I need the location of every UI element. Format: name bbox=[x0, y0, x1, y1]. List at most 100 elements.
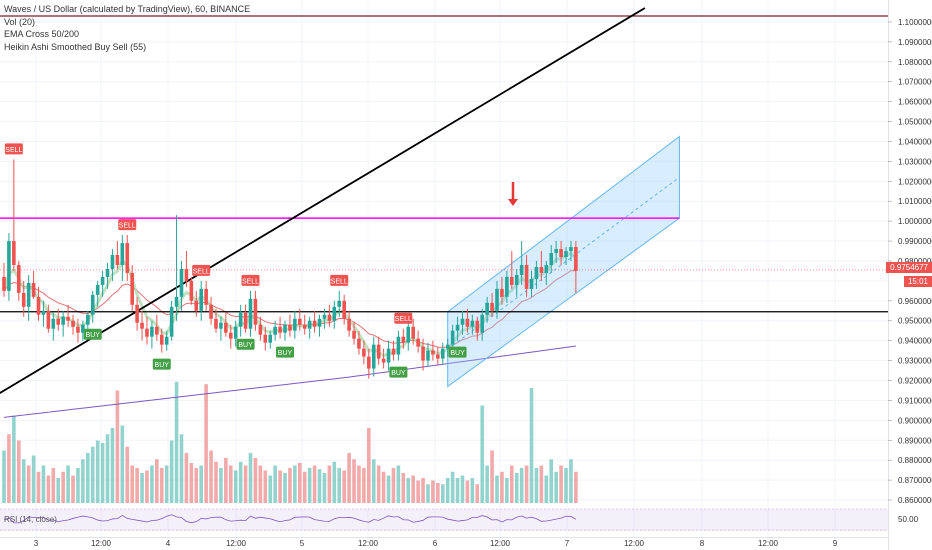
candle-body bbox=[529, 278, 534, 289]
candle-body bbox=[66, 316, 70, 321]
candle-body bbox=[357, 338, 361, 349]
price-tick-label: 1.0400000 bbox=[898, 137, 932, 146]
candle-body bbox=[120, 243, 125, 265]
rsi-pane bbox=[0, 509, 888, 531]
volume-bar bbox=[347, 453, 351, 503]
legend-ema: EMA Cross 50/200 bbox=[4, 29, 80, 39]
volume-bar bbox=[337, 468, 342, 503]
volume-bar bbox=[544, 475, 549, 503]
volume-bar bbox=[396, 465, 401, 503]
volume-bar bbox=[16, 440, 21, 503]
candle-body bbox=[485, 302, 489, 315]
price-tick-label: 1.0500000 bbox=[898, 118, 932, 127]
volume-bar bbox=[450, 471, 455, 503]
volume-bar bbox=[500, 471, 504, 503]
candle-body bbox=[12, 241, 16, 265]
candle-body bbox=[100, 276, 105, 285]
buy-signal: BUY bbox=[83, 328, 102, 340]
sell-signal: SELL bbox=[241, 274, 260, 286]
candle-body bbox=[490, 302, 494, 311]
price-tick-label: 1.0700000 bbox=[898, 78, 932, 87]
candle-body bbox=[391, 348, 396, 355]
candle-body bbox=[509, 276, 514, 285]
volume-bar bbox=[455, 478, 460, 503]
volume-bar bbox=[253, 458, 258, 503]
volume-bar bbox=[273, 465, 277, 503]
volume-bar bbox=[233, 470, 238, 503]
volume-bar bbox=[322, 473, 327, 503]
candle-body bbox=[337, 300, 342, 307]
volume-bar bbox=[327, 465, 332, 503]
volume-bar bbox=[248, 453, 253, 503]
volume-bar bbox=[421, 478, 425, 503]
volume-bar bbox=[110, 428, 115, 503]
volume-bar bbox=[105, 434, 110, 503]
rsi-label: RSI (14, close) bbox=[4, 515, 57, 524]
volume-bar bbox=[293, 465, 297, 503]
svg-text:BUY: BUY bbox=[391, 370, 406, 377]
svg-text:BUY: BUY bbox=[155, 362, 170, 369]
volume-bar bbox=[31, 455, 36, 503]
svg-text:SELL: SELL bbox=[193, 268, 210, 275]
price-tick-label: 1.0100000 bbox=[898, 197, 932, 206]
legend-heikin-ashi: Heikin Ashi Smoothed Buy Sell (55) bbox=[4, 41, 147, 52]
volume-bar bbox=[179, 434, 184, 503]
volume-bar bbox=[514, 473, 519, 503]
svg-text:BUY: BUY bbox=[86, 332, 101, 339]
volume-bar bbox=[278, 470, 282, 503]
buy-signal: BUY bbox=[236, 338, 255, 350]
volume-bar bbox=[12, 415, 16, 503]
time-tick-label: 6 bbox=[433, 539, 438, 548]
volume-bar bbox=[391, 468, 396, 503]
volume-bar bbox=[189, 463, 194, 503]
volume-bar bbox=[2, 450, 6, 503]
candle-body bbox=[426, 350, 430, 361]
time-tick-label: 12:00 bbox=[758, 539, 779, 548]
candle-body bbox=[327, 314, 332, 321]
volume-bar bbox=[26, 465, 31, 503]
candle-body bbox=[500, 288, 504, 297]
volume-bar bbox=[56, 478, 61, 503]
svg-text:BUY: BUY bbox=[238, 342, 253, 349]
sell-signal: SELL bbox=[394, 312, 413, 324]
volume-bar bbox=[100, 443, 105, 503]
volume-bar bbox=[174, 381, 179, 503]
candle-body bbox=[86, 314, 90, 325]
candle-body bbox=[445, 344, 450, 349]
volume-bar bbox=[470, 478, 475, 503]
time-tick-label: 12:00 bbox=[358, 539, 379, 548]
volume-bar bbox=[288, 468, 292, 503]
countdown-tag: 15:01 bbox=[903, 276, 932, 287]
candle-body bbox=[534, 266, 539, 279]
volume-bar bbox=[71, 475, 75, 503]
legend: Waves / US Dollar (calculated by Trading… bbox=[4, 3, 250, 53]
candle-body bbox=[110, 255, 115, 269]
ema-long-line bbox=[3, 345, 576, 418]
volume-bar bbox=[125, 446, 130, 503]
time-tick-label: 8 bbox=[700, 539, 705, 548]
candle-body bbox=[312, 320, 317, 327]
volume-bar bbox=[298, 463, 302, 503]
rsi-line bbox=[3, 514, 577, 524]
candle-body bbox=[347, 318, 351, 331]
volume-bar bbox=[564, 468, 568, 503]
volume-bar bbox=[574, 471, 578, 503]
candle-body bbox=[36, 296, 41, 315]
candle-body bbox=[209, 304, 213, 319]
candle-body bbox=[569, 247, 573, 252]
candle-body bbox=[416, 338, 420, 347]
volume-bar bbox=[258, 465, 263, 503]
price-tick-label: 1.0300000 bbox=[898, 157, 932, 166]
volume-bar bbox=[490, 450, 494, 503]
last-price-tag: 0.9754677 bbox=[886, 262, 932, 273]
candle-body bbox=[440, 348, 445, 359]
candle-body bbox=[26, 282, 31, 307]
time-tick-label: 12:00 bbox=[91, 539, 112, 548]
down-arrow-head bbox=[508, 199, 518, 206]
